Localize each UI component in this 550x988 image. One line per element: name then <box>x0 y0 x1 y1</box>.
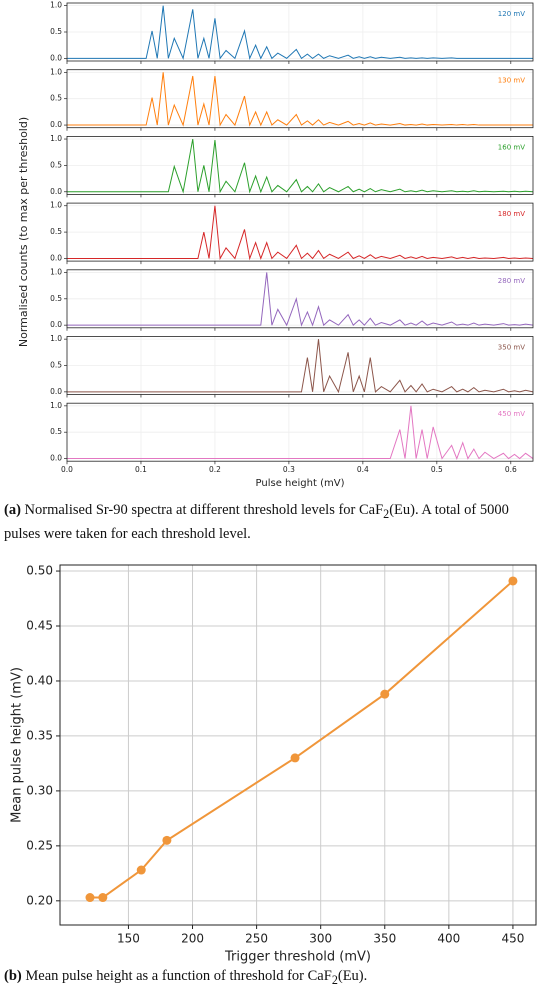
data-point <box>508 576 518 586</box>
y-tick-label: 0.0 <box>50 454 62 463</box>
x-axis-label: Pulse height (mV) <box>256 478 345 489</box>
x-tick-label: 0.2 <box>209 465 221 474</box>
panel-frame <box>66 202 534 262</box>
x-tick-label: 400 <box>437 932 460 946</box>
data-point <box>290 753 300 763</box>
caption-sub: 2 <box>383 506 390 521</box>
legend-label: 450 mV <box>498 410 525 418</box>
caption-label: (a) <box>4 502 21 518</box>
y-tick-label: 0.20 <box>26 893 53 907</box>
panel-frame <box>66 402 534 462</box>
y-tick-label: 1.0 <box>50 334 62 343</box>
x-tick-label: 0.6 <box>505 465 517 474</box>
y-tick-label: 1.0 <box>50 134 62 143</box>
x-tick-label: 0.3 <box>283 465 295 474</box>
caption-text: Mean pulse height as a function of thres… <box>25 968 332 984</box>
panel-frame <box>66 336 534 395</box>
y-axis-label: Mean pulse height (mV) <box>10 667 25 823</box>
x-tick-label: 0.5 <box>431 465 443 474</box>
legend-label: 350 mV <box>498 344 525 352</box>
x-tick-label: 250 <box>245 932 268 946</box>
legend-label: 130 mV <box>498 77 525 85</box>
panel-frame <box>66 2 534 62</box>
y-tick-label: 0.0 <box>50 253 62 262</box>
x-tick-label: 350 <box>373 932 396 946</box>
caption-label: (b) <box>4 968 22 984</box>
y-axis-label: Normalised counts (to max per threshold) <box>17 117 30 347</box>
y-tick-label: 1.0 <box>50 401 62 410</box>
y-tick-label: 0.0 <box>50 387 62 396</box>
legend-label: 180 mV <box>498 210 525 218</box>
y-tick-label: 0.0 <box>50 120 62 129</box>
y-tick-label: 1.0 <box>50 267 62 276</box>
plot-frame <box>59 564 537 926</box>
y-tick-label: 0.30 <box>26 783 53 797</box>
x-tick-label: 0.1 <box>135 465 147 474</box>
y-tick-label: 0.0 <box>50 187 62 196</box>
y-tick-label: 0.25 <box>26 838 53 852</box>
legend-label: 280 mV <box>498 277 525 285</box>
data-line <box>89 580 514 899</box>
data-point <box>162 835 172 845</box>
y-tick-label: 0.35 <box>26 728 53 742</box>
y-tick-label: 0.5 <box>50 294 62 303</box>
y-tick-label: 0.5 <box>50 160 62 169</box>
caption-text: Normalised Sr-90 spectra at different th… <box>24 502 384 518</box>
panel-frame <box>66 135 534 195</box>
x-tick-label: 150 <box>117 932 140 946</box>
data-point <box>136 865 146 875</box>
data-point <box>98 893 108 903</box>
spectrum-line <box>67 405 534 460</box>
y-tick-label: 0.0 <box>50 53 62 62</box>
x-tick-label: 450 <box>501 932 524 946</box>
y-tick-label: 0.50 <box>26 564 53 578</box>
caption-b: (b) Mean pulse height as a function of t… <box>4 966 548 988</box>
panel-frame <box>66 269 534 329</box>
y-tick-label: 0.5 <box>50 227 62 236</box>
spectrum-line <box>67 339 534 394</box>
spectrum-line <box>67 138 534 194</box>
caption-text: (Eu). <box>337 968 368 984</box>
x-tick-label: 0.4 <box>357 465 369 474</box>
legend-label: 120 mV <box>498 10 525 18</box>
x-tick-label: 0.0 <box>61 465 73 474</box>
spectrum-line <box>67 272 534 327</box>
legend-label: 160 mV <box>498 143 525 151</box>
y-tick-label: 0.0 <box>50 320 62 329</box>
spectrum-line <box>67 72 533 127</box>
y-tick-label: 1.0 <box>50 67 62 76</box>
data-point <box>85 893 95 903</box>
x-tick-label: 300 <box>309 932 332 946</box>
x-tick-label: 200 <box>181 932 204 946</box>
spectrum-line <box>67 5 533 61</box>
x-axis-label: Trigger threshold (mV) <box>224 950 371 965</box>
y-tick-label: 1.0 <box>50 1 62 10</box>
y-tick-label: 0.5 <box>50 27 62 36</box>
data-point <box>380 689 390 699</box>
caption-sub: 2 <box>331 972 338 987</box>
y-tick-label: 0.40 <box>26 673 53 687</box>
spectrum-line <box>67 205 534 261</box>
caption-a: (a) Normalised Sr-90 spectra at differen… <box>4 500 548 544</box>
caption-text: (Eu). A total of 5000 pulses were taken … <box>4 502 509 542</box>
y-tick-label: 1.0 <box>50 201 62 210</box>
y-tick-label: 0.5 <box>50 427 62 436</box>
y-tick-label: 0.45 <box>26 619 53 633</box>
y-tick-label: 0.5 <box>50 361 62 370</box>
y-tick-label: 0.5 <box>50 94 62 103</box>
panel-frame <box>66 69 534 129</box>
